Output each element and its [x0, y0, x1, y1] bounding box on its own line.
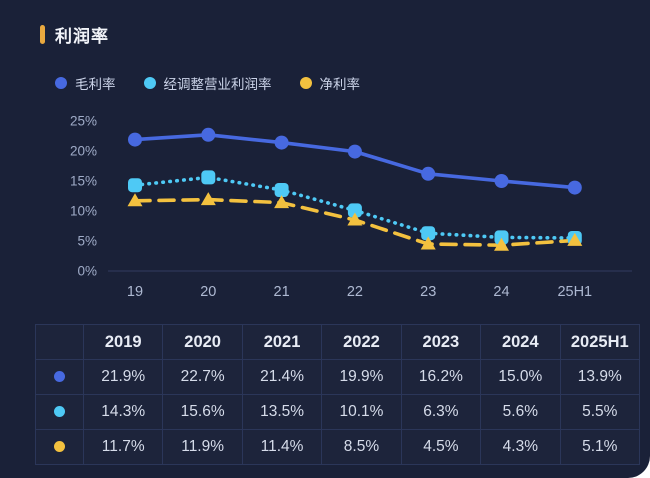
series-line-gross-margin — [133, 132, 577, 190]
series-markers-gross-margin — [128, 127, 582, 195]
data-point-gross-margin — [421, 166, 436, 181]
legend-item-adjusted-operating-margin[interactable]: 经调整营业利润率 — [143, 73, 272, 93]
legend-label: 毛利率 — [75, 77, 116, 92]
x-tick-label: 22 — [347, 284, 363, 300]
series-dot-net-margin — [54, 441, 65, 453]
table-row-net-margin: 11.7% 11.9% 11.4% 8.5% 4.5% 4.3% 5.1% — [35, 429, 641, 465]
table-header-year: 2022 — [321, 324, 402, 360]
data-point-gross-margin — [347, 144, 362, 159]
x-tick-label: 24 — [493, 284, 509, 300]
y-tick-label: 15% — [70, 174, 97, 189]
line-chart-svg: 25% 20% 15% 10% 5% 0% 19 20 21 22 23 24 25H1 — [70, 114, 632, 300]
data-point-gross-margin — [274, 135, 289, 150]
data-point-net-margin — [200, 192, 216, 206]
table-value-cell: 19.9% — [321, 359, 402, 395]
series-dot-cell — [35, 394, 84, 430]
x-tick-label: 20 — [200, 284, 216, 300]
table-header-row: 2019 2020 2021 2022 2023 2024 2025H1 — [35, 324, 641, 360]
table-value-cell: 5.5% — [559, 394, 641, 430]
table-header-year: 2023 — [400, 324, 482, 360]
data-point-net-margin — [127, 193, 143, 207]
legend-label: 净利率 — [319, 77, 361, 92]
data-point-adjusted-operating-margin — [421, 226, 436, 241]
data-table: 2019 2020 2021 2022 2023 2024 2025H1 21.9% 22.7%… — [35, 324, 641, 465]
data-point-net-margin — [567, 232, 583, 246]
table-row-adjusted-operating-margin: 14.3% 15.6% 13.5% 10.1% 6.3% 5.6% 5.5% — [35, 394, 641, 430]
data-point-net-margin — [494, 237, 509, 251]
legend-dot-net-margin — [299, 77, 312, 89]
data-point-adjusted-operating-margin — [201, 170, 216, 185]
x-tick-label: 21 — [274, 284, 290, 300]
data-point-adjusted-operating-margin — [274, 183, 289, 197]
series-dot-cell — [35, 359, 84, 395]
panel-header: 利润率 — [40, 22, 650, 47]
data-point-gross-margin — [567, 180, 582, 195]
table-value-cell: 21.4% — [241, 359, 323, 395]
title-accent-bar — [40, 25, 45, 44]
legend-item-net-margin[interactable]: 净利率 — [299, 73, 361, 93]
table-value-cell: 4.5% — [400, 429, 482, 465]
legend-item-gross-margin[interactable]: 毛利率 — [55, 73, 116, 93]
table-value-cell: 21.9% — [82, 359, 164, 395]
data-point-adjusted-operating-margin — [128, 178, 142, 193]
table-corner-cell — [35, 324, 84, 360]
table-value-cell: 8.5% — [321, 429, 402, 465]
series-dot-adjusted-operating-margin — [54, 406, 65, 418]
series-dot-cell — [35, 429, 84, 465]
y-tick-label: 0% — [77, 264, 97, 279]
data-point-adjusted-operating-margin — [347, 203, 362, 218]
table-value-cell: 15.0% — [480, 359, 561, 395]
series-markers-net-margin — [127, 192, 583, 251]
y-tick-label: 5% — [77, 234, 97, 249]
table-value-cell: 10.1% — [321, 394, 402, 430]
y-tick-label: 20% — [70, 144, 97, 159]
legend-dot-gross-margin — [55, 77, 67, 89]
line-chart: 25% 20% 15% 10% 5% 0% 19 20 21 22 23 24 25H1 — [0, 99, 650, 304]
table-value-cell: 22.7% — [162, 359, 243, 395]
table-header-year: 2021 — [241, 324, 323, 360]
chart-legend: 毛利率 经调整营业利润率 净利率 — [55, 73, 650, 93]
data-point-gross-margin — [128, 132, 142, 147]
x-tick-label: 23 — [420, 284, 436, 300]
data-point-adjusted-operating-margin — [494, 230, 509, 245]
legend-label: 经调整营业利润率 — [163, 77, 272, 92]
table-value-cell: 5.6% — [480, 394, 561, 430]
table-header-year: 2020 — [162, 324, 243, 360]
table-header-year: 2024 — [480, 324, 561, 360]
table-value-cell: 16.2% — [400, 359, 482, 395]
legend-dot-adjusted-operating-margin — [143, 77, 156, 89]
y-tick-label: 25% — [70, 114, 97, 129]
y-tick-label: 10% — [70, 204, 97, 219]
table-value-cell: 4.3% — [480, 429, 561, 465]
table-value-cell: 14.3% — [82, 394, 164, 430]
table-value-cell: 13.5% — [241, 394, 323, 430]
data-point-gross-margin — [201, 127, 216, 142]
series-dot-gross-margin — [54, 371, 65, 383]
table-value-cell: 6.3% — [400, 394, 482, 430]
table-header-year: 2025H1 — [559, 324, 641, 360]
table-value-cell: 11.9% — [162, 429, 243, 465]
data-point-net-margin — [420, 236, 436, 250]
table-value-cell: 13.9% — [559, 359, 641, 395]
x-tick-label: 25H1 — [557, 284, 592, 300]
data-point-net-margin — [347, 212, 363, 226]
table-value-cell: 11.4% — [241, 429, 323, 465]
table-header-year: 2019 — [82, 324, 164, 360]
table-row-gross-margin: 21.9% 22.7% 21.4% 19.9% 16.2% 15.0% 13.9% — [35, 359, 641, 395]
table-value-cell: 5.1% — [559, 429, 641, 465]
data-point-net-margin — [274, 195, 290, 209]
table-value-cell: 11.7% — [82, 429, 164, 465]
page-title: 利润率 — [55, 27, 109, 46]
table-value-cell: 15.6% — [162, 394, 243, 430]
data-point-gross-margin — [494, 174, 509, 188]
x-tick-label: 19 — [127, 284, 143, 300]
